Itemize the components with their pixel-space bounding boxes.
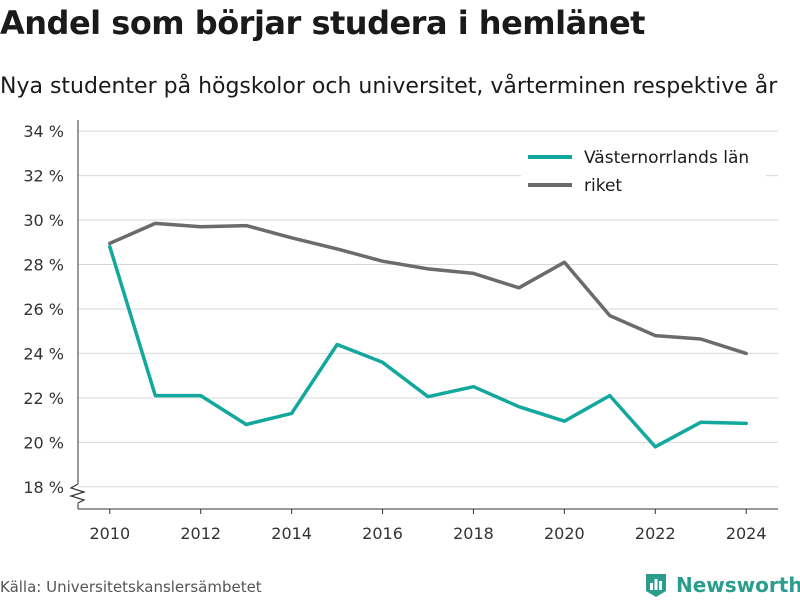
x-tick-label: 2024 — [726, 524, 767, 543]
legend-box — [521, 142, 766, 202]
source-note: Källa: Universitetskanslersämbetet — [0, 578, 262, 596]
series-lines — [108, 221, 748, 449]
series-line — [108, 244, 748, 449]
x-tick-label: 2012 — [180, 524, 221, 543]
y-tick-label: 26 % — [23, 300, 64, 319]
chart-subtitle: Nya studenter på högskolor och universit… — [0, 74, 778, 99]
series-line — [108, 221, 748, 356]
x-tick-label: 2018 — [453, 524, 494, 543]
y-tick-label: 28 % — [23, 255, 64, 274]
x-tick-label: 2010 — [89, 524, 130, 543]
x-axis: 2010 2012 2014 2016 2018 2020 2022 2024 — [78, 508, 778, 543]
y-tick-label: 30 % — [23, 211, 64, 230]
y-axis: 18 % 20 % 22 % 24 % 26 % 28 % 30 % 32 % 34 % — [23, 120, 87, 509]
x-tick-label: 2020 — [544, 524, 585, 543]
x-tick-label: 2022 — [635, 524, 676, 543]
y-tick-label: 22 % — [23, 389, 64, 408]
bar-chart-logo-icon — [646, 574, 666, 597]
legend-label: Västernorrlands län — [584, 148, 749, 168]
y-tick-label: 32 % — [23, 167, 64, 186]
brand-name: Newsworthy — [676, 573, 800, 597]
x-tick-label: 2016 — [362, 524, 403, 543]
axis-break-icon — [68, 483, 87, 504]
brand-logo[interactable]: Newsworthy — [644, 570, 800, 600]
y-tick-label: 20 % — [23, 433, 64, 452]
chart-title: Andel som börjar studera i hemlänet — [0, 4, 645, 42]
y-tick-label: 18 % — [23, 478, 64, 497]
legend: Västernorrlands län riket — [521, 142, 766, 202]
legend-label: riket — [584, 176, 622, 196]
x-tick-label: 2014 — [271, 524, 312, 543]
y-tick-label: 34 % — [23, 122, 64, 141]
y-tick-label: 24 % — [23, 344, 64, 363]
